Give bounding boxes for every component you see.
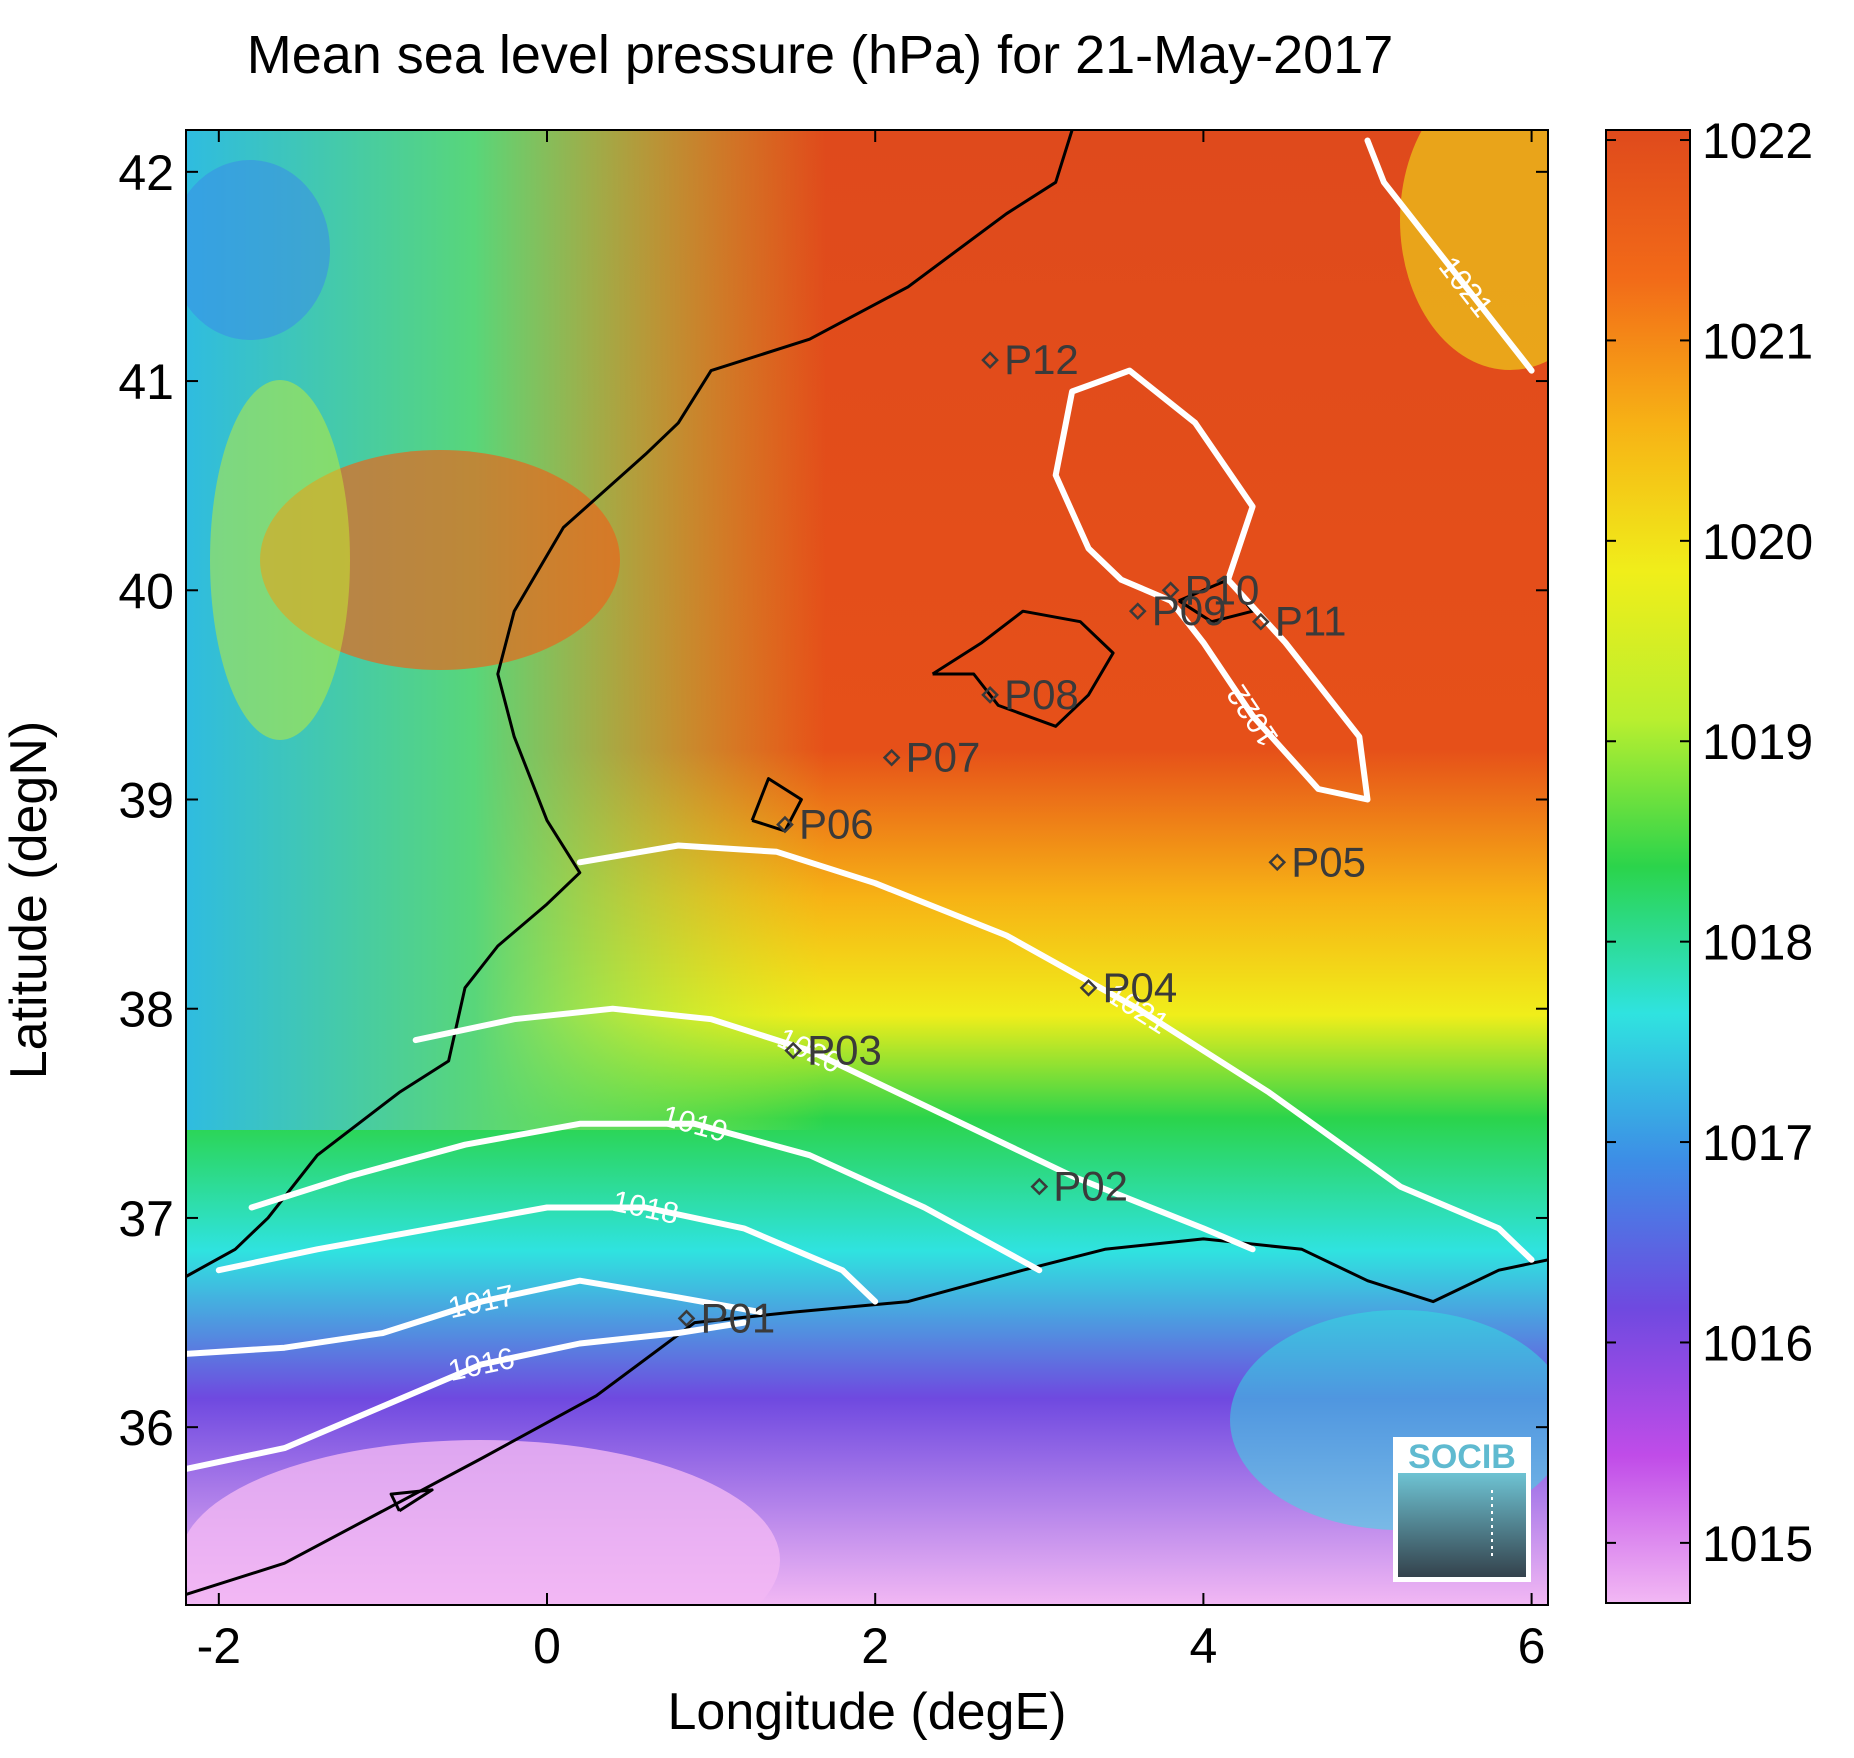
- y-axis: 36 37 38 39 40 41 42: [118, 145, 1548, 1456]
- y-tick-label: 36: [118, 1400, 174, 1456]
- map-frame: [185, 129, 1549, 1606]
- station-label-p01: P01: [700, 1294, 775, 1341]
- station-label-p05: P05: [1291, 838, 1366, 885]
- colorbar-ticks: 1015 1016 1017 1018 1019 1020 1021 1022: [1606, 113, 1813, 1572]
- station-marker-p08: [981, 686, 999, 704]
- station-marker-p01: [677, 1309, 696, 1328]
- y-tick-label: 39: [118, 773, 174, 829]
- coastline-segment-3: [1177, 578, 1255, 624]
- station-marker-p09: [1128, 602, 1147, 621]
- y-tick-label: 40: [118, 563, 174, 619]
- colorbar-tick-label: 1017: [1702, 1115, 1813, 1171]
- station-label-p12: P12: [1004, 336, 1079, 383]
- station-marker-p05: [1268, 853, 1287, 872]
- colorbar-tick-label: 1019: [1702, 714, 1813, 770]
- colorbar-tick-label: 1015: [1702, 1516, 1813, 1572]
- station-label-p11: P11: [1275, 598, 1347, 645]
- x-tick-label: 4: [1189, 1618, 1217, 1674]
- station-marker-p02: [1030, 1177, 1049, 1196]
- coastline-segment-1: [186, 1237, 1548, 1596]
- isobar-1019: [248, 1120, 1043, 1274]
- chart-title: Mean sea level pressure (hPa) for 21-May…: [246, 25, 1394, 85]
- isobar-1018: [215, 1204, 879, 1305]
- x-tick-label: -2: [197, 1618, 241, 1674]
- coastline-segment-2: [931, 609, 1115, 728]
- x-tick-label: 6: [1518, 1618, 1546, 1674]
- station-label-p02: P02: [1053, 1163, 1128, 1210]
- station-label-p06: P06: [799, 801, 874, 848]
- colorbar-frame: [1605, 129, 1691, 1604]
- coastline-segment-0: [186, 130, 1074, 1278]
- station-marker-p07: [882, 748, 901, 767]
- socib-logo: SOCIB: [1393, 1437, 1531, 1582]
- y-tick-label: 41: [118, 354, 174, 410]
- coastline-segment-5: [389, 1488, 434, 1513]
- station-label-p03: P03: [807, 1027, 882, 1074]
- station-marker-p11: [1252, 612, 1270, 631]
- station-marker-p03: [784, 1041, 803, 1060]
- colorbar: [1606, 130, 1690, 1603]
- station-label-p07: P07: [906, 734, 981, 781]
- isobar-1016: [186, 1319, 747, 1472]
- station-marker-p10: [1161, 581, 1180, 600]
- colorbar-tick-label: 1021: [1702, 313, 1813, 369]
- station-label-p04: P04: [1103, 964, 1178, 1011]
- y-tick-label: 42: [118, 145, 174, 201]
- coastline: [186, 130, 1548, 1596]
- isobar-1022: [1052, 367, 1371, 803]
- station-label-p10: P10: [1185, 566, 1260, 613]
- isobar-1017: [186, 1277, 764, 1357]
- isobar-1020: [412, 1005, 1256, 1253]
- colorbar-tick-label: 1022: [1702, 113, 1813, 169]
- x-tick-label: 2: [861, 1618, 889, 1674]
- y-tick-label: 38: [118, 982, 174, 1038]
- station-marker-p12: [981, 351, 999, 369]
- isobar-1021: [576, 842, 1535, 1263]
- isobar-1021: [1364, 137, 1535, 374]
- colorbar-tick-label: 1016: [1702, 1315, 1813, 1371]
- station-marker-p04: [1079, 978, 1098, 997]
- station-label-p09: P09: [1152, 587, 1227, 634]
- station-marker-p06: [776, 815, 794, 834]
- x-axis: -2 0 2 4 6: [197, 130, 1546, 1674]
- x-tick-label: 0: [533, 1618, 561, 1674]
- logo-text: SOCIB: [1408, 1438, 1516, 1476]
- colorbar-tick-label: 1018: [1702, 915, 1813, 971]
- colorbar-tick-label: 1020: [1702, 514, 1813, 570]
- y-tick-label: 37: [118, 1191, 174, 1247]
- x-axis-label: Longitude (degE): [667, 1683, 1067, 1741]
- station-label-p08: P08: [1004, 671, 1079, 718]
- coastline-segment-4: [750, 777, 803, 833]
